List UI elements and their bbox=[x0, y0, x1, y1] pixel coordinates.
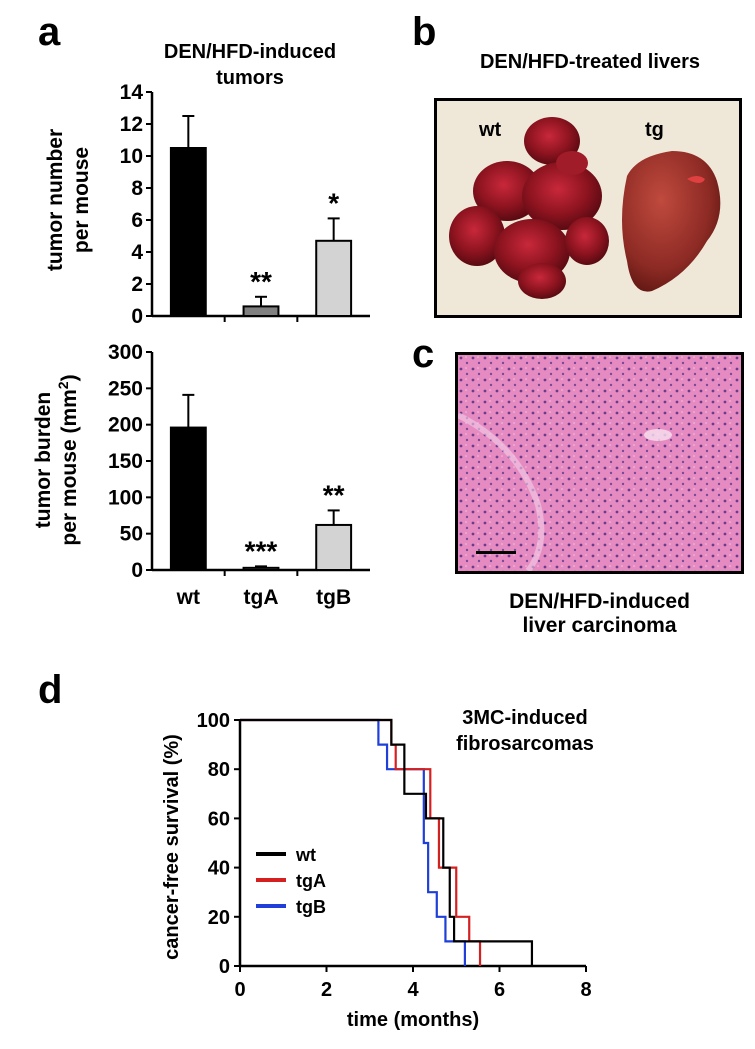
significance-label: ** bbox=[250, 266, 272, 297]
y-axis-label: tumor number per mouse bbox=[44, 129, 93, 271]
y-axis-label-end: ) bbox=[58, 374, 81, 381]
x-tick-label: 4 bbox=[407, 979, 419, 1001]
panel-letter-d: d bbox=[38, 668, 63, 712]
tumor-number-bar-chart: DEN/HFD-induced tumors tumor number per mou… bbox=[44, 41, 370, 328]
x-tick-label: 8 bbox=[580, 979, 591, 1001]
scale-bar bbox=[476, 551, 516, 554]
y-tick-label: 10 bbox=[120, 145, 143, 168]
legend-label-tgB: tgB bbox=[296, 897, 326, 917]
chart-title-line1: DEN/HFD-induced bbox=[164, 41, 336, 63]
panel-letter-a: a bbox=[38, 10, 61, 54]
x-category-label: tgB bbox=[316, 586, 351, 609]
y-tick-label: 0 bbox=[131, 305, 143, 328]
bar bbox=[242, 566, 280, 572]
y-axis-label: cancer-free survival (%) bbox=[161, 734, 183, 960]
y-axis-label-line2: per mouse (mm2) bbox=[55, 374, 81, 545]
significance-label: ** bbox=[323, 479, 345, 510]
y-axis-label-text: cancer-free survival (%) bbox=[161, 734, 183, 960]
liver-illustration bbox=[449, 117, 721, 299]
panel-letter-c: c bbox=[412, 332, 435, 376]
panel-c-caption: DEN/HFD-induced liver carcinoma bbox=[455, 590, 744, 638]
y-tick-label: 250 bbox=[108, 377, 143, 400]
y-tick-label: 100 bbox=[197, 710, 230, 732]
y-tick-label: 14 bbox=[120, 81, 144, 104]
y-tick-label: 6 bbox=[131, 209, 143, 232]
significance-label: * bbox=[328, 187, 339, 218]
bar bbox=[315, 239, 353, 317]
y-tick-label: 20 bbox=[208, 907, 230, 929]
survival-line-wt bbox=[240, 718, 534, 966]
y-tick-label: 80 bbox=[208, 759, 230, 781]
tg-liver-label: tg bbox=[645, 119, 664, 141]
bar bbox=[169, 426, 207, 571]
x-tick-label: 0 bbox=[234, 979, 245, 1001]
y-axis-label: tumor burden per mouse (mm2) bbox=[32, 374, 81, 545]
y-tick-label: 200 bbox=[108, 414, 143, 437]
significance-label: *** bbox=[245, 535, 278, 566]
tumor-burden-bar-chart: tumor burden per mouse (mm2) 0 50 100 150 200 2… bbox=[32, 341, 370, 609]
panel-c-caption-line1: DEN/HFD-induced bbox=[509, 590, 690, 613]
x-axis-label: time (months) bbox=[347, 1009, 479, 1031]
panel-b-title: DEN/HFD-treated livers bbox=[479, 51, 701, 73]
legend-label-wt: wt bbox=[295, 845, 316, 865]
y-tick-label: 300 bbox=[108, 341, 143, 364]
y-tick-label: 150 bbox=[108, 450, 143, 473]
y-tick-label: 0 bbox=[219, 956, 230, 978]
bar bbox=[242, 305, 280, 317]
tg-liver-shape bbox=[622, 151, 721, 292]
bar bbox=[315, 523, 353, 572]
x-category-label: tgA bbox=[244, 586, 279, 609]
y-tick-label: 8 bbox=[131, 177, 143, 200]
legend-label-tgA: tgA bbox=[296, 871, 326, 891]
histology-texture bbox=[458, 355, 741, 571]
panel-c-caption-line2: liver carcinoma bbox=[522, 614, 677, 637]
y-tick-label: 60 bbox=[208, 808, 230, 830]
y-axis-label-line1: tumor burden bbox=[32, 392, 55, 529]
bar bbox=[169, 147, 207, 317]
chart-title-line1: 3MC-induced bbox=[462, 707, 588, 729]
y-axis-label-line1: tumor number bbox=[44, 129, 67, 271]
y-axis-label-superscript: 2 bbox=[55, 381, 71, 389]
y-axis-label-line2: per mouse bbox=[70, 147, 93, 253]
panel-letter-b: b bbox=[412, 10, 437, 54]
y-tick-label: 2 bbox=[131, 273, 143, 296]
y-tick-label: 100 bbox=[108, 486, 143, 509]
x-tick-label: 2 bbox=[321, 979, 332, 1001]
y-tick-label: 4 bbox=[131, 241, 143, 264]
wt-liver-shape bbox=[449, 117, 609, 299]
y-tick-label: 40 bbox=[208, 858, 230, 880]
y-tick-label: 12 bbox=[120, 113, 143, 136]
chart-title-line2: tumors bbox=[216, 67, 284, 89]
wt-liver-label: wt bbox=[479, 119, 502, 141]
survival-line-tgB bbox=[240, 718, 466, 966]
x-tick-label: 6 bbox=[494, 979, 505, 1001]
y-tick-label: 0 bbox=[131, 559, 143, 582]
survival-curve-chart: 3MC-induced fibrosarcomas 0 20 40 60 80 100 0 2 4 6… bbox=[161, 707, 594, 1031]
liver-photo: wt tg bbox=[434, 98, 742, 318]
chart-title-line2: fibrosarcomas bbox=[456, 733, 594, 755]
y-tick-label: 50 bbox=[120, 523, 143, 546]
x-category-label: wt bbox=[176, 586, 200, 609]
histology-image bbox=[455, 352, 744, 574]
